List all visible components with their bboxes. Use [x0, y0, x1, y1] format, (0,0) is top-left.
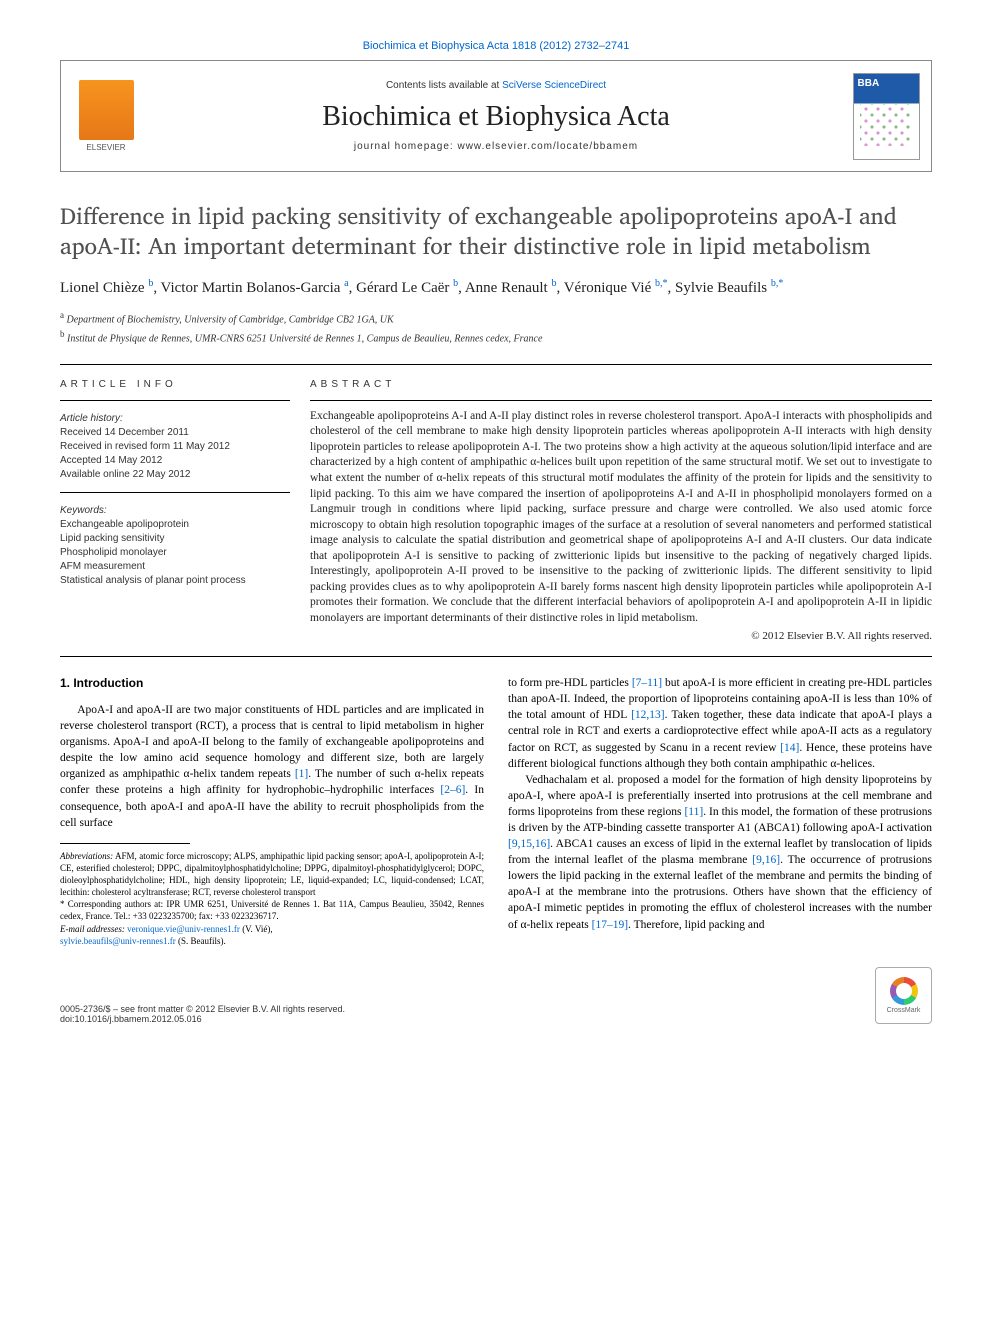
- col2-paragraph-1: to form pre-HDL particles [7–11] but apo…: [508, 675, 932, 772]
- front-matter: 0005-2736/$ – see front matter © 2012 El…: [60, 1004, 345, 1014]
- author-list: Lionel Chièze b, Victor Martin Bolanos-G…: [60, 276, 932, 300]
- email-link[interactable]: sylvie.beaufils@univ-rennes1.fr: [60, 936, 176, 946]
- ref-link[interactable]: [12,13]: [631, 709, 665, 721]
- footnotes: Abbreviations: AFM, atomic force microsc…: [60, 850, 484, 947]
- elsevier-label: ELSEVIER: [86, 143, 125, 152]
- crossmark-button[interactable]: CrossMark: [875, 967, 932, 1024]
- journal-header: ELSEVIER Contents lists available at Sci…: [60, 60, 932, 172]
- history-label: Article history:: [60, 413, 290, 424]
- history-block: Received 14 December 2011Received in rev…: [60, 426, 290, 482]
- body-col-right: to form pre-HDL particles [7–11] but apo…: [508, 675, 932, 947]
- article-title: Difference in lipid packing sensitivity …: [60, 202, 932, 262]
- article-info-sidebar: ARTICLE INFO Article history: Received 1…: [60, 379, 310, 642]
- ref-link[interactable]: [11]: [684, 806, 703, 818]
- affiliations: a Department of Biochemistry, University…: [60, 309, 932, 346]
- abstract-heading: ABSTRACT: [310, 379, 932, 390]
- section-divider-2: [60, 656, 932, 657]
- contents-prefix: Contents lists available at: [386, 80, 502, 91]
- keywords-label: Keywords:: [60, 505, 290, 516]
- col2-paragraph-2: Vedhachalam et al. proposed a model for …: [508, 772, 932, 933]
- ref-link[interactable]: [7–11]: [632, 677, 662, 689]
- doi[interactable]: doi:10.1016/j.bbamem.2012.05.016: [60, 1014, 345, 1024]
- ref-link[interactable]: [2–6]: [440, 784, 465, 796]
- intro-heading: 1. Introduction: [60, 675, 484, 692]
- journal-citation[interactable]: Biochimica et Biophysica Acta 1818 (2012…: [60, 40, 932, 52]
- crossmark-icon: [890, 977, 918, 1005]
- journal-name: Biochimica et Biophysica Acta: [151, 101, 841, 133]
- journal-homepage[interactable]: journal homepage: www.elsevier.com/locat…: [151, 141, 841, 152]
- section-divider: [60, 364, 932, 365]
- ref-link[interactable]: [17–19]: [592, 919, 628, 931]
- keywords-block: Exchangeable apolipoproteinLipid packing…: [60, 518, 290, 588]
- email-addresses: E-mail addresses: veronique.vie@univ-ren…: [60, 923, 484, 935]
- affiliation-b: b Institut de Physique de Rennes, UMR-CN…: [60, 328, 932, 346]
- ref-link[interactable]: [1]: [295, 768, 308, 780]
- bba-cover-thumb[interactable]: [841, 61, 931, 171]
- corresponding-author: * Corresponding authors at: IPR UMR 6251…: [60, 898, 484, 922]
- elsevier-logo[interactable]: ELSEVIER: [61, 61, 151, 171]
- crossmark-label: CrossMark: [887, 1007, 921, 1014]
- email-addresses-2: sylvie.beaufils@univ-rennes1.fr (S. Beau…: [60, 935, 484, 947]
- ref-link[interactable]: [9,16]: [752, 854, 780, 866]
- journal-cover-icon: [853, 73, 920, 160]
- article-info-heading: ARTICLE INFO: [60, 379, 290, 390]
- ref-link[interactable]: [14]: [780, 742, 799, 754]
- page-footer: 0005-2736/$ – see front matter © 2012 El…: [60, 967, 932, 1024]
- abstract-column: ABSTRACT Exchangeable apolipoproteins A-…: [310, 379, 932, 642]
- affiliation-a: a Department of Biochemistry, University…: [60, 309, 932, 327]
- ref-link[interactable]: [9,15,16]: [508, 838, 550, 850]
- elsevier-tree-icon: [79, 80, 134, 140]
- abstract-copyright: © 2012 Elsevier B.V. All rights reserved…: [310, 630, 932, 642]
- contents-lists: Contents lists available at SciVerse Sci…: [151, 80, 841, 91]
- abbreviations: Abbreviations: AFM, atomic force microsc…: [60, 850, 484, 899]
- abstract-text: Exchangeable apolipoproteins A-I and A-I…: [310, 409, 932, 626]
- sciencedirect-link[interactable]: SciVerse ScienceDirect: [502, 80, 606, 91]
- footer-left: 0005-2736/$ – see front matter © 2012 El…: [60, 1004, 345, 1024]
- footnote-divider: [60, 843, 190, 844]
- body-two-col: 1. Introduction ApoA-I and apoA-II are t…: [60, 675, 932, 947]
- header-center: Contents lists available at SciVerse Sci…: [151, 72, 841, 160]
- intro-paragraph-1: ApoA-I and apoA-II are two major constit…: [60, 702, 484, 831]
- body-col-left: 1. Introduction ApoA-I and apoA-II are t…: [60, 675, 484, 947]
- email-link[interactable]: veronique.vie@univ-rennes1.fr: [127, 924, 240, 934]
